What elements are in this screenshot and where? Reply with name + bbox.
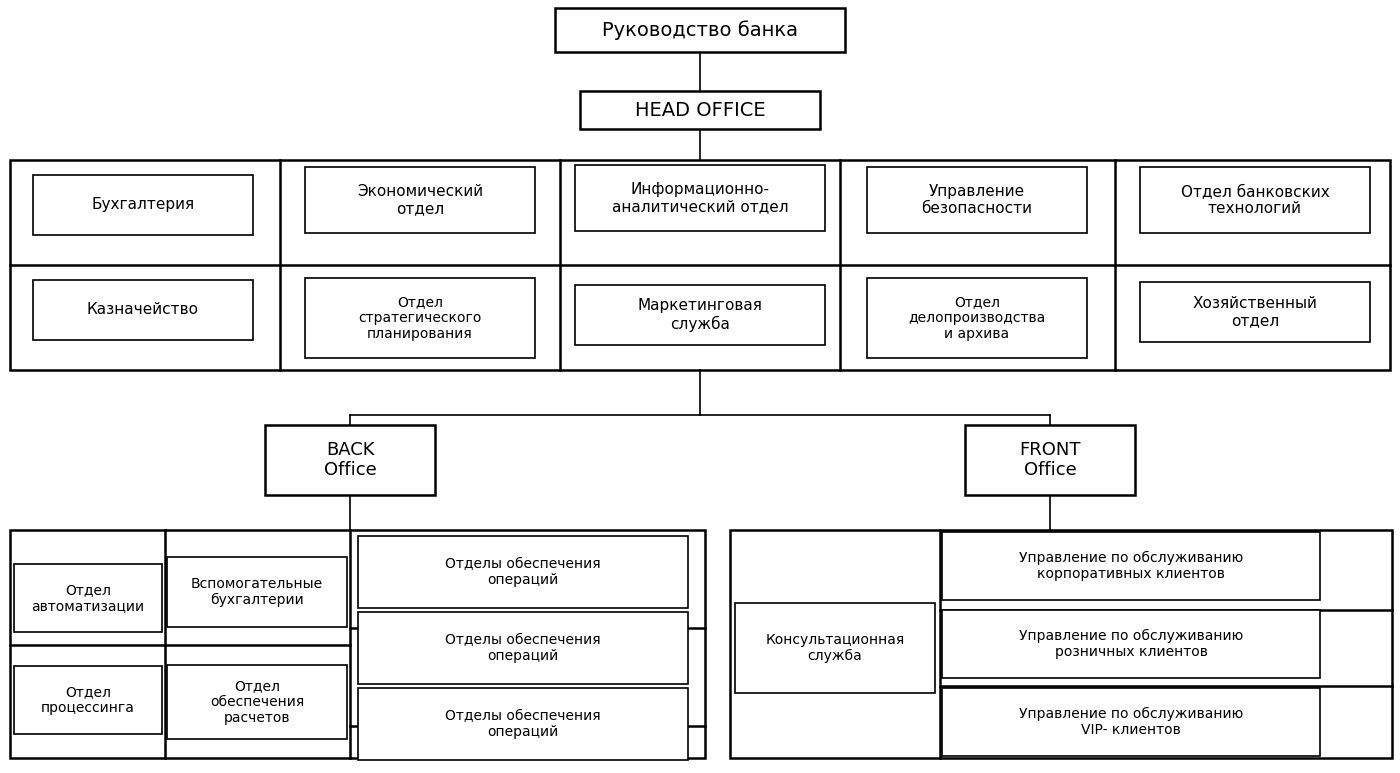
Text: Отдел банковских
технологий: Отдел банковских технологий <box>1180 184 1330 216</box>
Text: Отдел
автоматизации: Отдел автоматизации <box>31 583 144 613</box>
FancyBboxPatch shape <box>580 91 820 129</box>
FancyBboxPatch shape <box>358 688 687 760</box>
FancyBboxPatch shape <box>167 557 347 627</box>
Text: Управление по обслуживанию
розничных клиентов: Управление по обслуживанию розничных кли… <box>1019 629 1243 659</box>
FancyBboxPatch shape <box>305 167 535 233</box>
FancyBboxPatch shape <box>14 666 162 734</box>
FancyBboxPatch shape <box>554 8 846 52</box>
FancyBboxPatch shape <box>965 425 1135 495</box>
FancyBboxPatch shape <box>34 175 253 235</box>
Text: Отдел
стратегического
планирования: Отдел стратегического планирования <box>358 295 482 341</box>
Text: Отделы обеспечения
операций: Отделы обеспечения операций <box>445 709 601 739</box>
FancyBboxPatch shape <box>575 285 825 345</box>
FancyBboxPatch shape <box>729 530 1392 758</box>
Text: Управление по обслуживанию
корпоративных клиентов: Управление по обслуживанию корпоративных… <box>1019 551 1243 581</box>
FancyBboxPatch shape <box>942 610 1320 678</box>
FancyBboxPatch shape <box>10 160 1390 370</box>
Text: Управление по обслуживанию
VIP- клиентов: Управление по обслуживанию VIP- клиентов <box>1019 707 1243 737</box>
FancyBboxPatch shape <box>265 425 435 495</box>
FancyBboxPatch shape <box>867 278 1086 358</box>
FancyBboxPatch shape <box>305 278 535 358</box>
FancyBboxPatch shape <box>14 564 162 632</box>
Text: Экономический
отдел: Экономический отдел <box>357 184 483 216</box>
Text: Маркетинговая
служба: Маркетинговая служба <box>637 298 763 332</box>
FancyBboxPatch shape <box>10 530 706 758</box>
Text: Казначейство: Казначейство <box>87 302 199 318</box>
FancyBboxPatch shape <box>1140 167 1371 233</box>
Text: Хозяйственный
отдел: Хозяйственный отдел <box>1193 296 1317 329</box>
FancyBboxPatch shape <box>942 688 1320 756</box>
FancyBboxPatch shape <box>358 612 687 684</box>
Text: Вспомогательные
бухгалтерии: Вспомогательные бухгалтерии <box>190 577 323 607</box>
Text: Отделы обеспечения
операций: Отделы обеспечения операций <box>445 557 601 587</box>
Text: Информационно-
аналитический отдел: Информационно- аналитический отдел <box>612 182 788 214</box>
Text: Консультационная
служба: Консультационная служба <box>766 633 904 663</box>
Text: Управление
безопасности: Управление безопасности <box>921 184 1033 216</box>
Text: BACK
Office: BACK Office <box>323 441 377 479</box>
Text: Бухгалтерия: Бухгалтерия <box>91 197 195 213</box>
Text: Отдел
делопроизводства
и архива: Отдел делопроизводства и архива <box>909 295 1046 341</box>
Text: Отделы обеспечения
операций: Отделы обеспечения операций <box>445 633 601 663</box>
FancyBboxPatch shape <box>34 280 253 340</box>
FancyBboxPatch shape <box>358 536 687 608</box>
FancyBboxPatch shape <box>942 532 1320 600</box>
Text: FRONT
Office: FRONT Office <box>1019 441 1081 479</box>
Text: Отдел
обеспечения
расчетов: Отдел обеспечения расчетов <box>210 679 304 725</box>
Text: Отдел
процессинга: Отдел процессинга <box>41 685 134 715</box>
Text: HEAD OFFICE: HEAD OFFICE <box>634 100 766 120</box>
Text: Руководство банка: Руководство банка <box>602 20 798 40</box>
FancyBboxPatch shape <box>167 665 347 739</box>
FancyBboxPatch shape <box>1140 282 1371 342</box>
FancyBboxPatch shape <box>575 165 825 231</box>
FancyBboxPatch shape <box>867 167 1086 233</box>
FancyBboxPatch shape <box>735 603 935 693</box>
